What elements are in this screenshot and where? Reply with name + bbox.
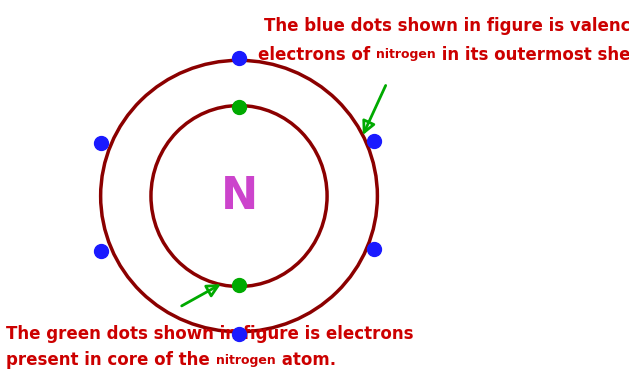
Point bbox=[234, 55, 244, 61]
Text: N: N bbox=[220, 175, 258, 218]
Text: nitrogen: nitrogen bbox=[216, 354, 276, 366]
Point bbox=[234, 282, 244, 288]
Point bbox=[369, 138, 379, 144]
Point bbox=[96, 140, 106, 146]
Text: atom.: atom. bbox=[276, 351, 336, 369]
Text: The blue dots shown in figure is valence: The blue dots shown in figure is valence bbox=[264, 17, 629, 35]
Text: electrons of: electrons of bbox=[258, 46, 376, 64]
Point bbox=[234, 331, 244, 337]
Text: present in core of the: present in core of the bbox=[6, 351, 216, 369]
Text: The green dots shown in figure is electrons: The green dots shown in figure is electr… bbox=[6, 325, 414, 343]
Point bbox=[96, 248, 106, 254]
Point bbox=[234, 104, 244, 110]
Text: in its outermost shell.: in its outermost shell. bbox=[436, 46, 629, 64]
Text: nitrogen: nitrogen bbox=[376, 48, 436, 61]
Point bbox=[369, 246, 379, 252]
